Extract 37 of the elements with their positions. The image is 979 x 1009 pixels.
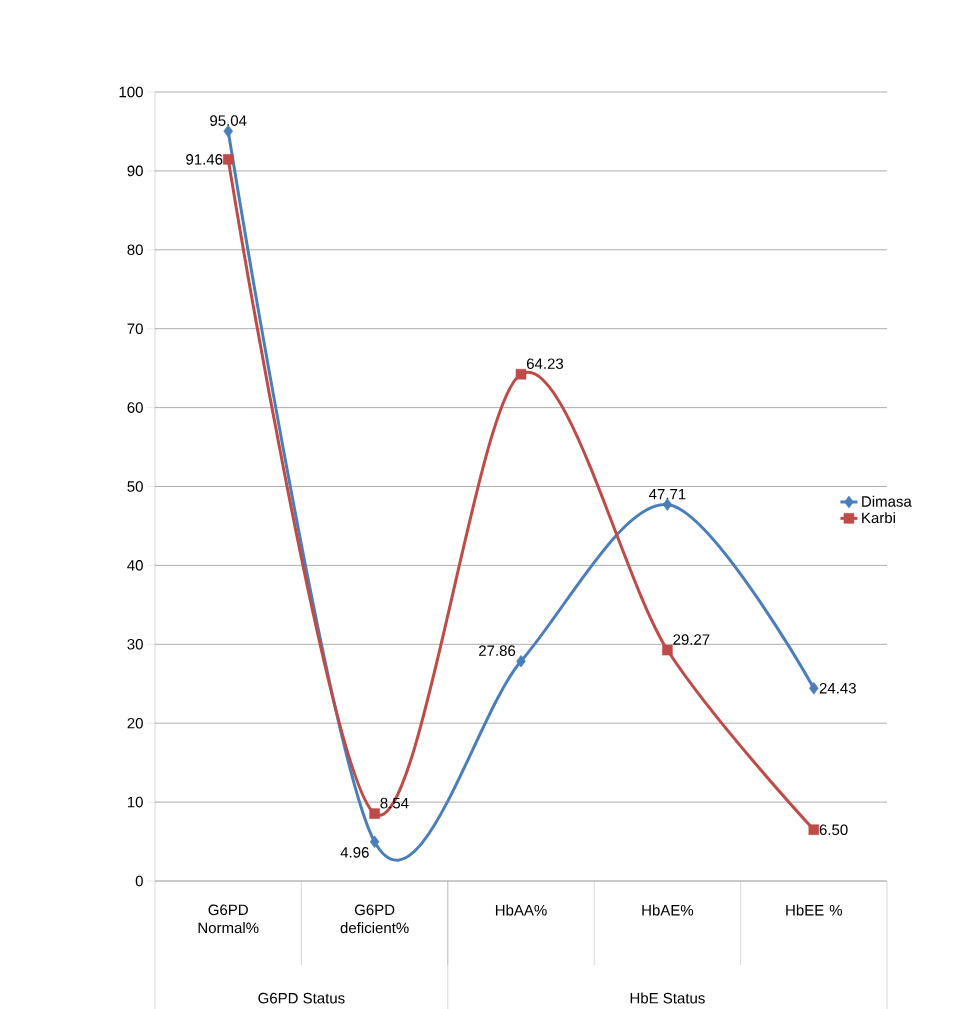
x-tick-label: G6PD deficient% [340, 904, 409, 934]
x-tick-label: G6PD Normal% [198, 904, 259, 934]
x-tick-label: HbAA% [495, 904, 547, 916]
data-label: 24.43 [819, 682, 856, 694]
y-tick-label: 90 [127, 165, 143, 177]
data-label: 27.86 [479, 645, 516, 656]
y-tick-label: 30 [127, 638, 143, 650]
point [369, 808, 380, 819]
text: HbE Status [630, 992, 705, 1004]
legend-label: Dimasa [862, 495, 912, 507]
data-label: 91.46 [186, 154, 223, 165]
data-label: 4.96 [340, 847, 369, 858]
point [662, 644, 673, 656]
x-tick-label: HbAE% [642, 904, 694, 916]
data-label: 6.50 [819, 824, 848, 836]
text: G6PD Status [258, 992, 345, 1004]
point [369, 835, 380, 849]
data-label: 64.23 [526, 358, 564, 370]
point [515, 368, 527, 380]
point [809, 681, 819, 695]
y-tick-label: 20 [127, 717, 143, 729]
y-tick-label: 40 [127, 560, 143, 571]
legend-label: Karbi [862, 512, 895, 524]
data-label: 29.27 [673, 634, 710, 645]
y-tick-label: 100 [119, 86, 143, 98]
y-tick-label: 80 [127, 244, 143, 256]
data-label: 47.71 [648, 489, 686, 500]
y-tick-label: 70 [127, 323, 143, 334]
data-label: 95.04 [210, 115, 247, 126]
y-tick-label: 0 [135, 875, 143, 887]
point [222, 154, 234, 165]
y-tick-label: 50 [127, 481, 143, 492]
x-tick-label: HbEE % [786, 904, 843, 916]
y-tick-label: 60 [127, 402, 143, 413]
y-tick-label: 10 [127, 796, 143, 808]
point [516, 654, 526, 668]
point [808, 824, 820, 835]
